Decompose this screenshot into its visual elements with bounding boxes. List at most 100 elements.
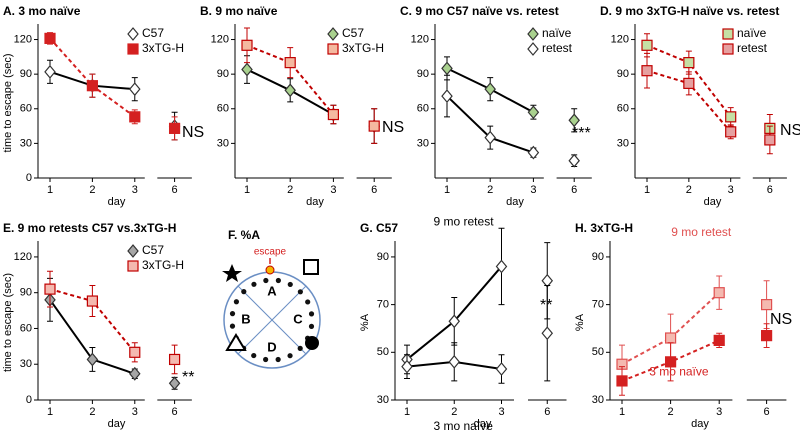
x-axis-label: day xyxy=(108,418,126,430)
data-point xyxy=(44,32,56,44)
data-point xyxy=(128,366,141,381)
hole xyxy=(308,323,315,329)
quadrant-line xyxy=(237,285,307,355)
hole xyxy=(297,345,303,351)
hole xyxy=(229,323,236,329)
legend-marker xyxy=(722,28,734,40)
x-tick-label: 1 xyxy=(244,184,250,196)
data-point xyxy=(683,57,695,69)
y-tick-label: 60 xyxy=(217,103,229,115)
series-line xyxy=(246,44,335,116)
x-tick-label: 6 xyxy=(371,184,377,196)
legend-marker xyxy=(127,27,139,41)
panel-title: D. 9 mo 3xTG-H naïve vs. retest xyxy=(600,4,779,18)
x-tick-label: 1 xyxy=(619,406,625,418)
annotation: ** xyxy=(540,297,552,314)
data-point xyxy=(168,122,181,134)
data-point xyxy=(541,273,554,288)
quadrant-label: B xyxy=(241,311,250,326)
data-point xyxy=(760,299,773,311)
y-tick-label: 90 xyxy=(377,251,389,263)
legend-marker xyxy=(722,43,734,55)
data-point xyxy=(241,39,253,51)
holes xyxy=(229,277,315,363)
hole xyxy=(297,289,303,295)
y-tick-label: 60 xyxy=(20,322,32,334)
y-tick-label: 120 xyxy=(14,251,32,263)
data-point xyxy=(241,62,253,77)
y-axis-label: time to escape (sec) xyxy=(2,273,14,372)
y-tick-label: 0 xyxy=(26,172,32,184)
data-point xyxy=(568,113,580,128)
data-point xyxy=(327,108,339,121)
data-point xyxy=(484,82,496,97)
series-label: 9 mo retest xyxy=(671,225,732,239)
legend-label: C57 xyxy=(342,26,364,40)
data-point xyxy=(764,134,776,146)
legend-marker xyxy=(527,27,539,41)
x-axis-label: day xyxy=(704,196,722,208)
circle-cue xyxy=(305,336,319,350)
y-tick-label: 30 xyxy=(377,394,389,406)
legend-marker xyxy=(127,43,139,55)
legend-marker xyxy=(527,42,539,56)
x-tick-label: 3 xyxy=(498,406,504,418)
data-point xyxy=(128,82,141,97)
legend-label: 3xTG-H xyxy=(142,41,184,55)
hole xyxy=(287,281,293,288)
hole xyxy=(305,299,311,305)
legend-marker xyxy=(327,27,339,41)
y-tick-label: 30 xyxy=(592,394,604,406)
x-tick-label: 1 xyxy=(644,184,650,196)
data-point xyxy=(129,346,141,358)
data-point xyxy=(760,330,773,342)
data-point xyxy=(448,314,461,329)
hole xyxy=(308,311,315,317)
x-tick-label: 3 xyxy=(132,406,138,418)
x-tick-label: 6 xyxy=(172,406,178,418)
data-point xyxy=(168,353,181,366)
x-tick-label: 2 xyxy=(668,406,674,418)
x-tick-label: 6 xyxy=(767,184,773,196)
data-point xyxy=(44,64,56,79)
y-tick-label: 0 xyxy=(26,394,32,406)
x-tick-label: 6 xyxy=(571,184,577,196)
panel-title: A. 3 mo naïve xyxy=(3,4,81,18)
y-tick-label: 90 xyxy=(417,68,429,80)
y-tick-label: 120 xyxy=(411,33,429,45)
hole xyxy=(275,277,281,284)
data-point xyxy=(495,362,508,376)
hole xyxy=(229,311,236,317)
hole xyxy=(263,277,269,284)
series-label: 3 mo naïve xyxy=(649,365,709,379)
escape-hole xyxy=(265,265,275,275)
maze-diagram: F. %A escape A B C D xyxy=(222,228,321,369)
data-point xyxy=(641,39,653,51)
x-tick-label: 6 xyxy=(764,406,770,418)
y-tick-label: 30 xyxy=(217,137,229,149)
y-tick-label: 120 xyxy=(611,33,629,45)
data-point xyxy=(484,130,496,145)
data-point xyxy=(44,283,56,295)
y-tick-label: 60 xyxy=(20,103,32,115)
data-point xyxy=(401,359,413,374)
y-tick-label: 90 xyxy=(617,68,629,80)
hole xyxy=(241,289,247,295)
legend-marker xyxy=(127,260,139,272)
y-tick-label: 90 xyxy=(217,68,229,80)
data-point xyxy=(683,77,695,89)
y-tick-label: 120 xyxy=(211,33,229,45)
hole xyxy=(233,299,240,305)
panel-title: E. 9 mo retests C57 vs.3xTG-H xyxy=(3,221,176,235)
x-tick-label: 1 xyxy=(404,406,410,418)
data-point xyxy=(713,287,725,299)
y-tick-label: 70 xyxy=(377,299,389,311)
data-point xyxy=(495,259,508,274)
data-point xyxy=(541,326,554,341)
x-tick-label: 2 xyxy=(89,406,95,418)
x-tick-label: 1 xyxy=(47,184,53,196)
star-cue xyxy=(222,264,242,282)
quadrant-label: D xyxy=(267,339,276,354)
data-point xyxy=(86,80,98,92)
